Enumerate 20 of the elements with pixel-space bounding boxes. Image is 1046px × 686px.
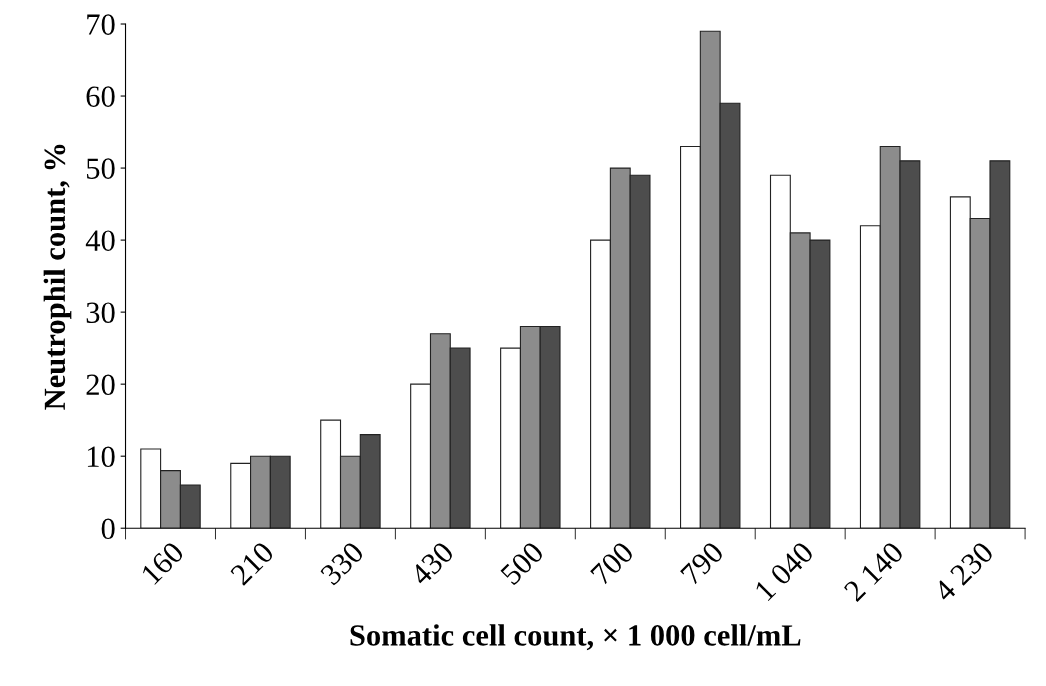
- x-tick-label: 2 140: [843, 540, 905, 603]
- x-axis-title: Somatic cell count, × 1 000 cell/mL: [350, 624, 801, 651]
- x-tick-label: 700: [589, 540, 635, 586]
- y-tick-label: 60: [86, 86, 115, 107]
- y-tick-label: 20: [86, 374, 115, 396]
- y-axis-title: Neutrophil count, %: [43, 144, 72, 410]
- y-tick-label: 10: [87, 446, 115, 468]
- x-tick-label: 160: [140, 540, 185, 586]
- x-tick-label: 4 230: [932, 540, 995, 603]
- y-tick-label: 50: [87, 158, 115, 179]
- x-tick-label: 430: [409, 540, 455, 587]
- x-tick-label: 500: [499, 540, 545, 586]
- x-tick-label: 1 040: [754, 540, 815, 602]
- y-tick-label: 70: [87, 14, 115, 35]
- y-tick-label: 30: [86, 302, 115, 324]
- y-tick-label: 40: [85, 230, 115, 251]
- x-tick-label: 330: [319, 540, 365, 586]
- x-tick-label: 210: [229, 540, 275, 586]
- y-tick-label: 0: [101, 518, 115, 540]
- x-tick-label: 790: [679, 540, 725, 586]
